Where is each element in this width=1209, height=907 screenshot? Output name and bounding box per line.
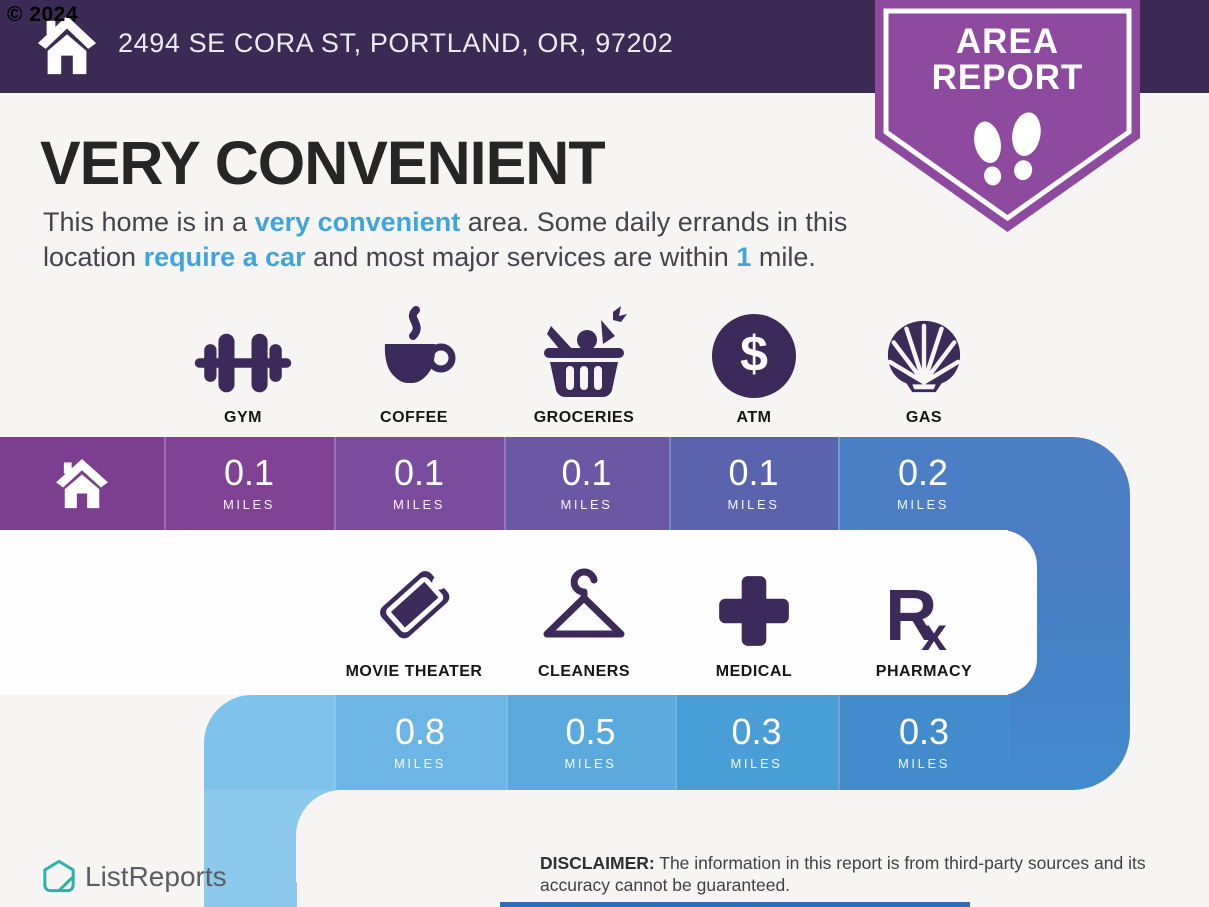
distance-segment-movie-theater: 0.8 MILES [334,695,506,790]
distance-value: 0.5 [565,711,616,752]
service-label: PHARMACY [875,663,973,680]
summary-text: area. Some daily errands in this [460,207,848,237]
summary-text: and most major services are within [305,242,737,272]
area-report-badge: AREA REPORT [875,0,1140,232]
service-gym: GYM [158,300,328,427]
dollar-coin-icon: $ [669,300,839,398]
service-label: COFFEE [380,409,448,426]
listreports-logo-icon [43,859,75,893]
coffee-cup-icon [329,300,499,398]
service-label: MOVIE THEATER [345,663,483,680]
distance-unit: MILES [727,497,780,512]
distance-value: 0.1 [393,452,445,493]
service-coffee: COFFEE [329,300,499,427]
service-label: GYM [224,409,262,426]
disclaimer-line2: accuracy cannot be guaranteed. [540,875,791,895]
next-row-bar-edge [500,902,970,907]
distance-unit: MILES [730,756,783,771]
distance-unit: MILES [222,497,275,512]
distance-unit: MILES [392,497,445,512]
footprints-icon [957,104,1057,205]
dollar-sign: $ [740,326,768,382]
service-label: GAS [905,409,943,426]
disclaimer-line1: The information in this report is from t… [654,853,1146,873]
badge-line1: AREA [955,22,1060,61]
distance-segment-atm: 0.1 MILES [669,437,838,530]
route-fillet-mask [296,790,388,882]
service-groceries: GROCERIES [499,300,669,427]
dumbbell-icon [158,300,328,398]
copyright-text: © 2024 [7,3,79,26]
distance-segment-gas: 0.2 MILES [838,437,1008,530]
home-icon [56,458,108,508]
distance-unit: MILES [393,756,446,771]
distance-segment-cleaners: 0.5 MILES [506,695,675,790]
service-pharmacy: Rx PHARMACY [834,560,1014,681]
grocery-basket-icon [499,300,669,398]
blue-bar-cap [204,695,334,790]
summary-text: This home is in a [43,207,255,237]
rx-icon: Rx [834,560,1014,657]
distance-unit: MILES [560,497,613,512]
disclaimer-label: DISCLAIMER: [540,853,655,873]
distance-segment-groceries: 0.1 MILES [504,437,669,530]
medical-cross-icon [664,560,844,652]
distance-unit: MILES [897,756,950,771]
shell-gas-icon [839,300,1009,398]
route-connector-left [204,790,297,907]
summary-highlight-very-convenient: very convenient [254,207,461,237]
distance-value: 0.1 [561,452,612,493]
distance-unit: MILES [564,756,617,771]
distance-segment-pharmacy: 0.3 MILES [838,695,1010,790]
service-label: ATM [736,409,772,426]
distance-value: 0.1 [728,452,779,493]
summary-highlight-one: 1 [736,242,752,272]
service-label: GROCERIES [533,409,635,426]
distance-value: 0.1 [223,452,275,493]
disclaimer: DISCLAIMER: The information in this repo… [540,852,1180,896]
service-movie-theater: MOVIE THEATER [324,560,504,681]
summary-highlight-require-a-car: require a car [143,242,306,272]
service-gas: GAS [839,300,1009,427]
distance-value: 0.2 [897,452,949,493]
distance-segment-coffee: 0.1 MILES [334,437,504,530]
service-medical: MEDICAL [664,560,844,681]
listreports-brand: ListReports [42,858,227,895]
distance-unit: MILES [896,497,949,512]
distance-segment-gym: 0.1 MILES [164,437,334,530]
service-cleaners: CLEANERS [494,560,674,681]
movie-ticket-icon [324,560,504,652]
service-atm: $ ATM [669,300,839,427]
distance-value: 0.8 [394,711,446,752]
property-address: 2494 SE CORA ST, PORTLAND, OR, 97202 [118,28,674,58]
service-label: MEDICAL [715,663,793,680]
rx-letter-x: x [921,608,947,660]
summary-text: location [43,242,144,272]
rx-letter-r: R [885,576,938,656]
home-icon [36,12,98,83]
row2-card [0,530,1037,695]
brand-name: ListReports [85,860,227,892]
distance-segment-medical: 0.3 MILES [675,695,838,790]
summary-text: mile. [751,242,816,272]
distance-value: 0.3 [731,711,782,752]
badge-line2: REPORT [931,58,1084,97]
hanger-icon [494,560,674,652]
page-title: VERY CONVENIENT [40,129,606,197]
distance-value: 0.3 [898,711,950,752]
home-bar-segment [0,437,164,530]
service-label: CLEANERS [537,663,630,680]
summary-paragraph: This home is in a very convenient area. … [43,205,903,275]
